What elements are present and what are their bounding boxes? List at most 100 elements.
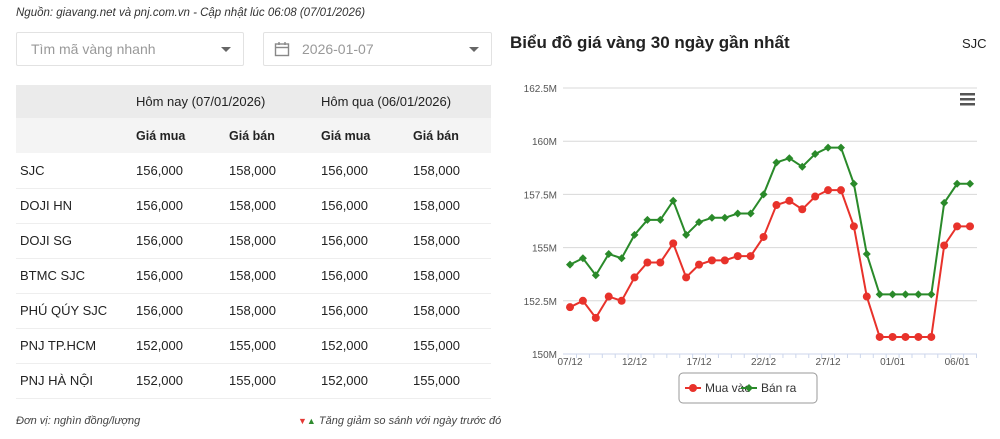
data-point: [695, 260, 704, 269]
data-point: [707, 256, 716, 265]
data-point: [669, 239, 678, 248]
y-tick-label: 155M: [532, 244, 557, 255]
gold-price-table: Hôm nay (07/01/2026) Hôm qua (06/01/2026)…: [16, 85, 491, 399]
date-picker[interactable]: 2026-01-07: [263, 32, 492, 66]
data-point: [695, 218, 704, 227]
price-cell: 158,000: [229, 223, 321, 259]
x-tick-label: 17/12: [687, 357, 712, 368]
data-point: [578, 254, 587, 263]
gold-name: DOJI SG: [16, 223, 136, 259]
table-row: PNJ TP.HCM 152,000 155,000 152,000 155,000: [16, 328, 491, 364]
price-cell: 155,000: [413, 328, 491, 364]
data-point: [901, 332, 910, 341]
menu-icon[interactable]: [960, 93, 975, 106]
gold-name: PHÚ QÚY SJC: [16, 293, 136, 329]
y-tick-label: 160M: [532, 137, 557, 148]
x-tick-label: 01/01: [880, 357, 905, 368]
data-point: [746, 209, 755, 218]
table-row: DOJI SG 156,000 158,000 156,000 158,000: [16, 223, 491, 259]
data-point: [875, 290, 884, 299]
x-tick-label: 06/01: [945, 357, 970, 368]
data-point: [901, 290, 910, 299]
data-point: [862, 249, 871, 258]
data-point: [953, 179, 962, 188]
data-point: [785, 154, 794, 163]
data-point: [566, 303, 574, 312]
price-cell: 155,000: [229, 363, 321, 399]
data-point: [746, 252, 755, 261]
x-tick-label: 22/12: [751, 357, 776, 368]
y-tick-label: 152.5M: [524, 297, 557, 308]
down-arrow-icon: ▼: [298, 416, 307, 426]
chart-gold-code: SJC: [962, 36, 987, 51]
table-row: PNJ HÀ NỘI 152,000 155,000 152,000 155,000: [16, 363, 491, 399]
price-cell: 158,000: [413, 223, 491, 259]
data-point: [772, 201, 781, 210]
group-yesterday: Hôm qua (06/01/2026): [321, 85, 491, 118]
group-today: Hôm nay (07/01/2026): [136, 85, 321, 118]
data-point: [849, 179, 858, 188]
gold-name: PNJ TP.HCM: [16, 328, 136, 364]
gold-name: BTMC SJC: [16, 258, 136, 294]
data-point: [759, 190, 768, 199]
gold-name: DOJI HN: [16, 188, 136, 224]
x-tick-label: 12/12: [622, 357, 647, 368]
data-point: [772, 158, 781, 167]
data-point: [566, 260, 574, 269]
chevron-down-icon: [469, 47, 479, 52]
data-point: [811, 149, 820, 158]
price-chart: 150M 152.5M 155M 157.5M 160M 162.5M 07/12 12/12…: [524, 84, 977, 404]
table-row: PHÚ QÚY SJC 156,000 158,000 156,000 158,000: [16, 293, 491, 329]
price-cell: 155,000: [413, 363, 491, 399]
price-cell: 158,000: [229, 188, 321, 224]
price-cell: 152,000: [321, 363, 413, 399]
data-point: [824, 186, 833, 195]
price-cell: 156,000: [321, 223, 413, 259]
source-note: Nguồn: giavang.net và pnj.com.vn - Cập n…: [16, 7, 366, 19]
data-point: [682, 230, 691, 239]
price-cell: 156,000: [321, 153, 413, 189]
unit-note: Đơn vị: nghìn đồng/lượng: [16, 415, 141, 427]
y-tick-label: 162.5M: [524, 84, 557, 95]
data-point: [578, 296, 587, 305]
price-cell: 158,000: [413, 258, 491, 294]
price-cell: 158,000: [229, 153, 321, 189]
search-select[interactable]: Tìm mã vàng nhanh: [16, 32, 244, 66]
search-placeholder: Tìm mã vàng nhanh: [31, 41, 156, 57]
data-point: [643, 215, 652, 224]
price-cell: 152,000: [321, 328, 413, 364]
price-cell: 158,000: [413, 293, 491, 329]
col-header: Giá bán: [229, 118, 321, 153]
data-point: [720, 256, 729, 265]
data-point: [914, 290, 923, 299]
price-cell: 158,000: [413, 153, 491, 189]
price-cell: 158,000: [229, 293, 321, 329]
price-cell: 158,000: [413, 188, 491, 224]
data-point: [785, 196, 794, 205]
data-point: [707, 213, 716, 222]
data-point: [630, 230, 639, 239]
data-point: [940, 198, 949, 207]
price-cell: 156,000: [136, 223, 229, 259]
x-tick-label: 07/12: [557, 357, 582, 368]
legend-item[interactable]: Bán ra: [761, 381, 797, 395]
data-point: [604, 249, 613, 258]
data-point: [617, 254, 626, 263]
data-point: [862, 292, 871, 301]
data-point: [733, 209, 742, 218]
legend-item[interactable]: Mua vào: [705, 381, 751, 395]
data-point: [836, 143, 845, 152]
data-point: [927, 290, 936, 299]
data-point: [914, 332, 923, 341]
y-tick-label: 157.5M: [524, 190, 557, 201]
gold-name: PNJ HÀ NỘI: [16, 363, 136, 399]
data-point: [591, 271, 600, 280]
price-cell: 156,000: [321, 293, 413, 329]
col-header: Giá mua: [136, 118, 229, 153]
data-point: [617, 296, 626, 305]
price-cell: 156,000: [136, 188, 229, 224]
change-legend: ▼▲ Tăng giảm so sánh với ngày trước đó: [298, 415, 501, 427]
y-tick-label: 150M: [532, 350, 557, 361]
data-point: [682, 273, 691, 282]
data-point: [888, 332, 897, 341]
